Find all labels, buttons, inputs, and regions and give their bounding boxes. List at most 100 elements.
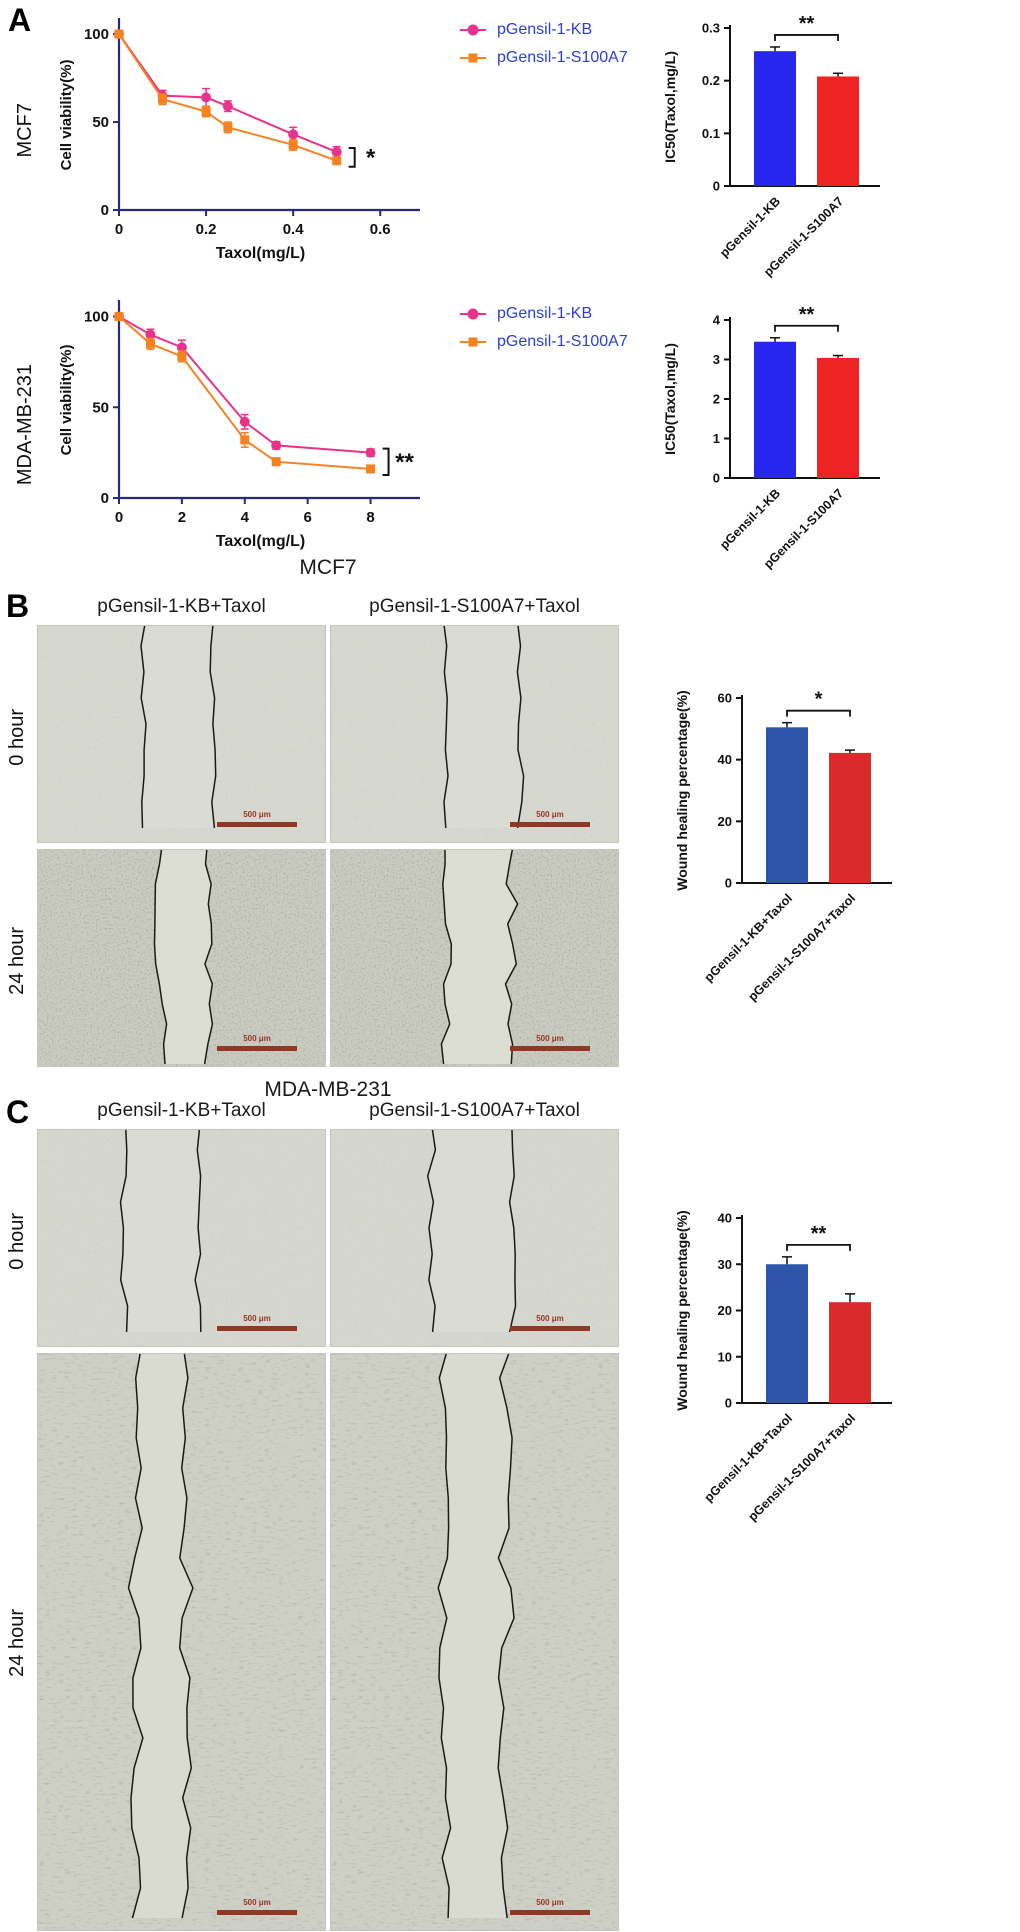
- svg-text:8: 8: [366, 509, 374, 526]
- mda_ic50-svg: 01234IC50(Taxol,mg/L)pGensil-1-KBpGensil…: [662, 304, 880, 571]
- panel-c-title: MDA-MB-231: [264, 1078, 392, 1101]
- svg-text:4: 4: [713, 313, 721, 328]
- svg-text:20: 20: [718, 1303, 732, 1318]
- svg-text:60: 60: [718, 691, 732, 706]
- mda-wound-chart: 0 10 20 30 40 Wound healing percentage(%) pGen…: [642, 1188, 992, 1588]
- scale-bar: [217, 1326, 297, 1331]
- mda-ic50-chart: 0 1 2 3 4 IC50(Taxol,mg/L) pGensil-1-KB pGensil…: [630, 292, 970, 592]
- svg-text:IC50(Taxol,mg/L): IC50(Taxol,mg/L): [662, 51, 678, 163]
- svg-text:30: 30: [718, 1257, 732, 1272]
- svg-text:100: 100: [84, 26, 109, 43]
- svg-text:500 μm: 500 μm: [536, 810, 564, 819]
- svg-text:500 μm: 500 μm: [536, 1314, 564, 1323]
- series-pGensil-1-KB: [114, 29, 342, 158]
- panel-b-title: MCF7: [299, 556, 357, 579]
- scale-bar: [510, 1326, 590, 1331]
- svg-text:2: 2: [178, 509, 186, 526]
- svg-text:100: 100: [84, 309, 109, 326]
- mda-viability-chart: 0 2 4 6 8 0 50 100 Taxol(mg/L) Cell viability(%) *…: [55, 288, 450, 556]
- svg-text:IC50(Taxol,mg/L): IC50(Taxol,mg/L): [662, 343, 678, 455]
- bar-pGensil-1-KB: [754, 341, 796, 478]
- mda_viability-svg: 0 2 4 6 8 0 50 100 Taxol(mg/L) Cell viability(%) *…: [58, 300, 420, 550]
- panel-c-row-0h-label: 0 hour: [4, 1176, 30, 1306]
- panel-c-row-24h-text: 24 hour: [5, 1609, 28, 1677]
- legend-item-kb: pGensil-1-KB: [458, 16, 628, 44]
- svg-text:20: 20: [718, 814, 732, 829]
- svg-text:0.3: 0.3: [702, 21, 720, 36]
- bar-pGensil-1-KB+Taxol: [766, 1264, 808, 1403]
- kb-line-marker-icon: [460, 308, 486, 320]
- scale-bar: [510, 1046, 590, 1051]
- svg-text:**: **: [395, 449, 414, 476]
- panel-c-col-s100a7: pGensil-1-S100A7+Taxol: [369, 1100, 580, 1121]
- panel-b-col-s100a7: pGensil-1-S100A7+Taxol: [369, 596, 580, 617]
- svg-text:Wound healing percentage(%): Wound healing percentage(%): [674, 690, 690, 890]
- legend-item-s100a7: pGensil-1-S100A7: [458, 44, 628, 72]
- svg-text:0: 0: [713, 471, 720, 486]
- svg-text:0.1: 0.1: [702, 126, 720, 141]
- svg-text:0.6: 0.6: [370, 221, 391, 238]
- legend-label-kb-2: pGensil-1-KB: [497, 305, 593, 322]
- svg-text:**: **: [811, 1223, 827, 1245]
- bar-pGensil-1-S100A7: [817, 357, 859, 478]
- legend-mda: pGensil-1-KB pGensil-1-S100A7: [458, 300, 628, 356]
- svg-text:**: **: [799, 13, 815, 35]
- micrograph-mcf7-24h-kb: 500 μm: [37, 849, 326, 1067]
- svg-text:500 μm: 500 μm: [536, 1898, 564, 1907]
- svg-text:1: 1: [713, 431, 720, 446]
- scale-bar: [217, 1046, 297, 1051]
- mcf7_viability-svg: 0 0.2 0.4 0.6 0 50 100 Taxol(mg/L) Cell viabilit…: [58, 18, 420, 262]
- panel-c-row-24h-label: 24 hour: [4, 1578, 30, 1708]
- svg-text:pGensil-1-S100A7+Taxol: pGensil-1-S100A7+Taxol: [745, 891, 858, 1004]
- svg-text:0: 0: [115, 509, 123, 526]
- series-pGensil-1-S100A7: [114, 312, 376, 474]
- svg-text:0: 0: [101, 490, 109, 507]
- svg-text:Taxol(mg/L): Taxol(mg/L): [216, 533, 305, 550]
- scale-bar: [510, 1910, 590, 1915]
- panel-b-col-kb: pGensil-1-KB+Taxol: [97, 596, 266, 617]
- mcf7-ic50-chart: 0 0.1 0.2 0.3 IC50(Taxol,mg/L) pGensil-1-KB pG…: [630, 0, 970, 300]
- svg-text:500 μm: 500 μm: [243, 1034, 271, 1043]
- scale-bar: [510, 822, 590, 827]
- micrograph-mda-24h-kb: 500 μm: [37, 1353, 326, 1931]
- svg-text:Taxol(mg/L): Taxol(mg/L): [216, 245, 305, 262]
- micrograph-mcf7-24h-s100a7-svg: 500 μm: [331, 850, 618, 1066]
- micrograph-mda-24h-s100a7: 500 μm: [330, 1353, 619, 1931]
- legend-label-kb: pGensil-1-KB: [497, 21, 593, 38]
- panel-c-row-0h-text: 0 hour: [5, 1212, 28, 1270]
- svg-text:0: 0: [115, 221, 123, 238]
- scale-bar: [217, 1910, 297, 1915]
- svg-text:6: 6: [303, 509, 311, 526]
- panel-b-row-24h-label: 24 hour: [4, 896, 30, 1026]
- svg-text:10: 10: [718, 1349, 732, 1364]
- mcf7_ic50-svg: 00.10.20.3IC50(Taxol,mg/L)pGensil-1-KBpG…: [662, 13, 880, 279]
- legend-label-s100a7-2: pGensil-1-S100A7: [497, 333, 628, 350]
- svg-text:0: 0: [713, 179, 720, 194]
- micrograph-mda-0h-kb-svg: 500 μm: [38, 1130, 325, 1346]
- panel-b-label: B: [6, 588, 30, 624]
- s100a7-line-marker-icon: [460, 337, 486, 347]
- svg-text:40: 40: [718, 752, 732, 767]
- panel-a-label: A: [8, 2, 32, 38]
- legend-item-kb-2: pGensil-1-KB: [458, 300, 628, 328]
- scale-bar: [217, 822, 297, 827]
- mda-row-label: MDA-MB-231: [12, 330, 38, 520]
- svg-text:0.2: 0.2: [196, 221, 217, 238]
- micrograph-mda-0h-kb: 500 μm: [37, 1129, 326, 1347]
- panel-b-row-24h-text: 24 hour: [5, 927, 28, 995]
- micrograph-mda-0h-s100a7-svg: 500 μm: [331, 1130, 618, 1346]
- mcf7-wound-chart: 0 20 40 60 Wound healing percentage(%) pGensi…: [642, 668, 992, 1068]
- bar-pGensil-1-S100A7: [817, 76, 859, 186]
- micrograph-mda-0h-s100a7: 500 μm: [330, 1129, 619, 1347]
- micrograph-mcf7-0h-kb: 500 μm: [37, 625, 326, 843]
- svg-text:pGensil-1-S100A7+Taxol: pGensil-1-S100A7+Taxol: [745, 1411, 858, 1524]
- s100a7-line-marker-icon: [460, 53, 486, 63]
- svg-text:50: 50: [92, 114, 109, 131]
- svg-text:pGensil-1-KB: pGensil-1-KB: [717, 194, 783, 260]
- svg-text:0.2: 0.2: [702, 73, 720, 88]
- svg-text:50: 50: [92, 399, 109, 416]
- svg-text:Cell viability(%): Cell viability(%): [58, 60, 75, 171]
- mda_wound-svg: 0 10 20 30 40 Wound healing percentage(%) pGen…: [674, 1210, 892, 1524]
- micrograph-mda-24h-kb-svg: 500 μm: [38, 1354, 325, 1930]
